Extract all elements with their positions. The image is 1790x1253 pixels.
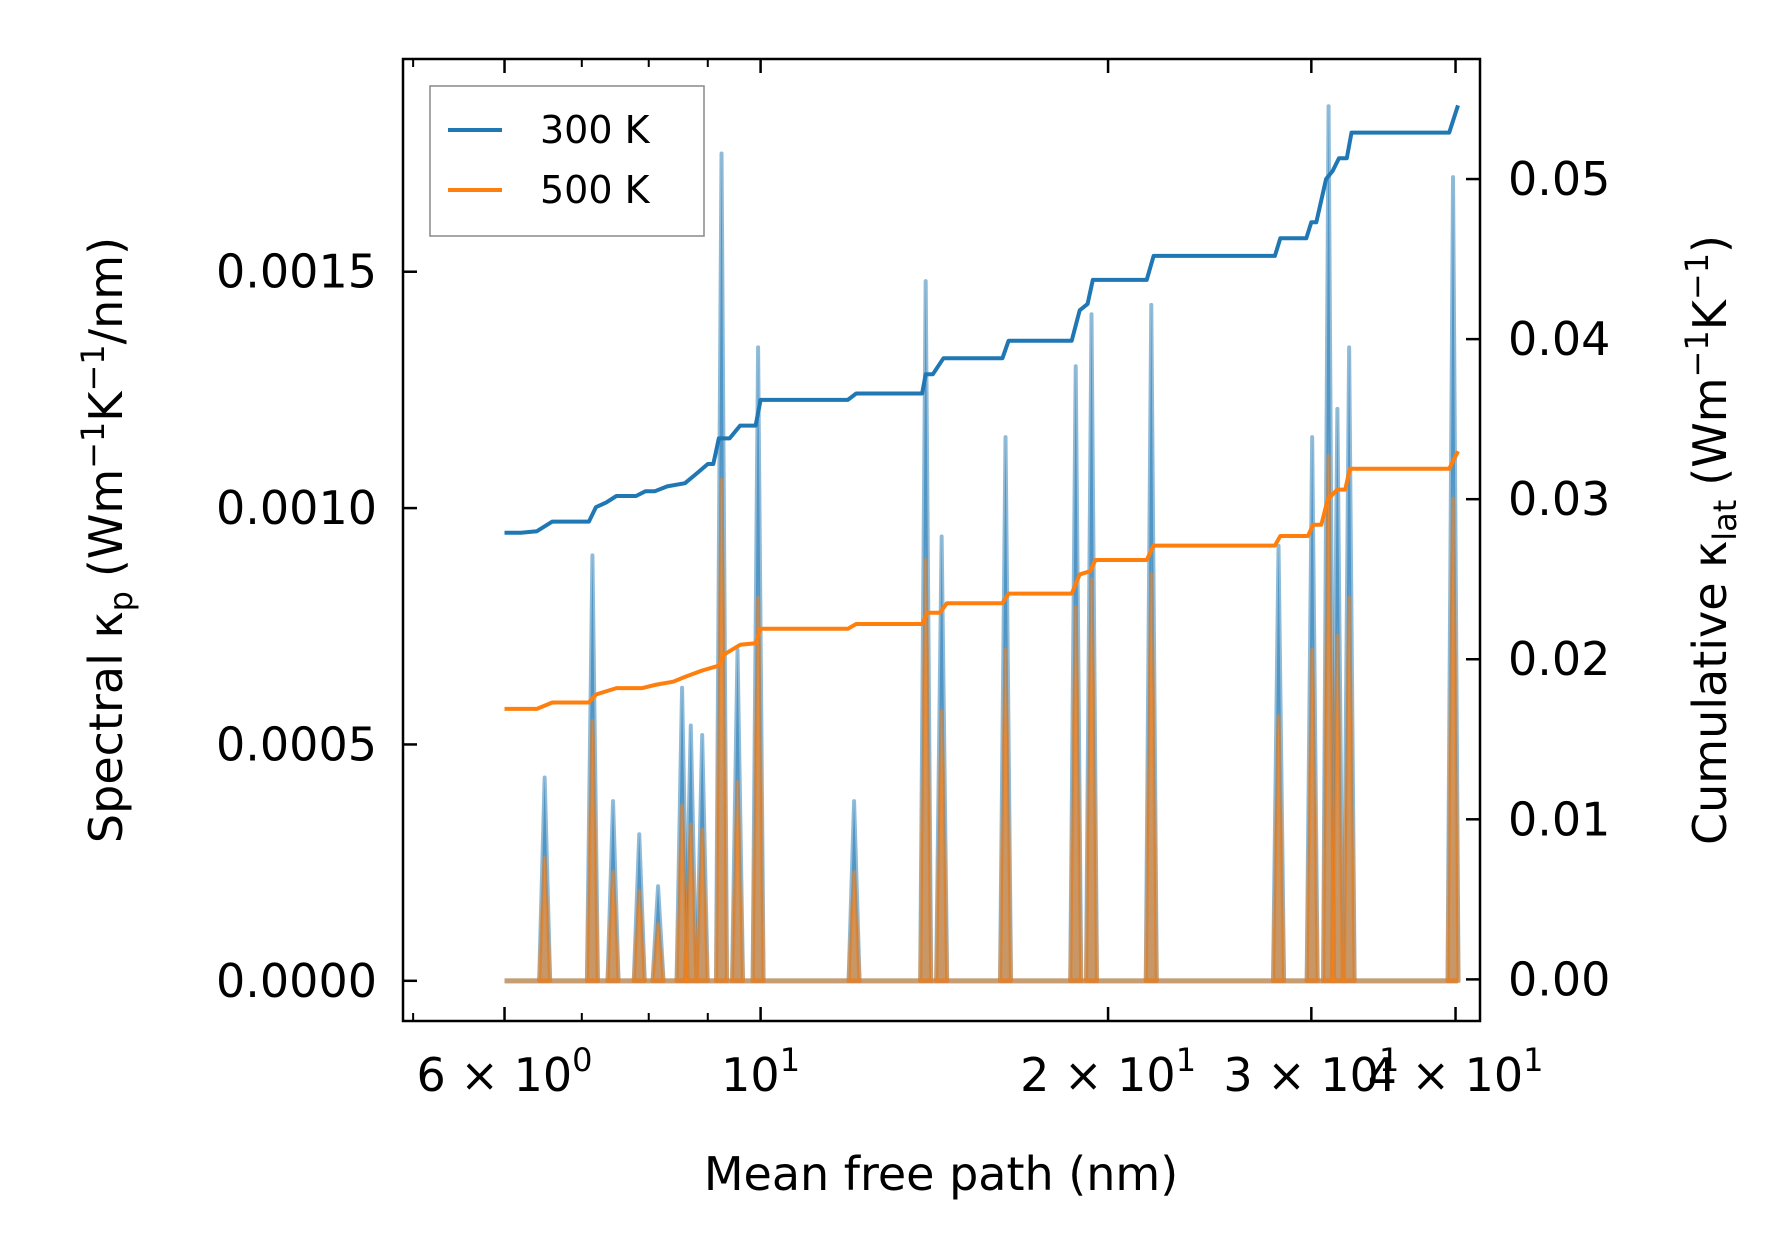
y-left-title-sub: p <box>102 591 140 611</box>
spectral-peak <box>714 477 730 983</box>
spectral-peak <box>750 595 766 983</box>
y-right-title-exp2: −1 <box>1678 253 1716 300</box>
y-left-title-exp1: −1 <box>74 422 112 469</box>
y-right-tick-label: 0.00 <box>1508 952 1610 1006</box>
y-left-tick-label: 0.0015 <box>216 245 377 299</box>
y-left-title-main: Spectral κ <box>79 611 133 843</box>
x-tick-label: 4 × 101 <box>1368 1041 1544 1102</box>
x-tick-label: 6 × 100 <box>417 1041 593 1102</box>
y-right-title-tail: ) <box>1683 235 1737 253</box>
y-right-tick-label: 0.02 <box>1508 632 1610 686</box>
x-tick-label: 2 × 101 <box>1020 1041 1196 1102</box>
spectral-series-500k <box>504 454 1461 984</box>
spectral-peak <box>730 780 746 983</box>
spectral-peak <box>918 558 934 983</box>
y-right-tick-label: 0.04 <box>1508 312 1610 366</box>
y-left-tick-label: 0.0005 <box>216 717 377 771</box>
spectral-peak <box>934 709 950 983</box>
y-right-tick-label: 0.01 <box>1508 792 1610 846</box>
spectral-peak <box>846 870 862 983</box>
y-right-tick-label: 0.03 <box>1508 472 1610 526</box>
spectral-peak <box>650 922 666 983</box>
spectral-peak <box>1143 572 1159 983</box>
y-left-title-tail: /nm) <box>79 237 133 344</box>
spectral-peak <box>537 855 553 983</box>
plot-area <box>504 104 1461 984</box>
spectral-peak <box>1271 714 1287 983</box>
spectral-peak <box>631 889 647 983</box>
x-axis-title: Mean free path (nm) <box>704 1147 1178 1201</box>
legend-box <box>429 85 705 237</box>
cumulative-line-500k <box>504 450 1460 711</box>
y-right-title-sub: lat <box>1706 500 1744 541</box>
spectral-peak <box>998 647 1014 983</box>
y-right-ticks: 0.00 0.01 0.02 0.03 0.04 0.05 <box>1466 152 1610 1006</box>
axes-frame <box>401 57 1482 1023</box>
legend-label-500k: 500 K <box>540 168 651 212</box>
spectral-peak <box>605 870 621 983</box>
legend-label-300k: 300 K <box>540 108 651 152</box>
x-tick-label: 3 × 101 <box>1223 1041 1399 1102</box>
y-left-title-exp2: −1 <box>74 344 112 391</box>
spectral-layer <box>504 104 1461 984</box>
spectral-peak <box>1068 605 1084 983</box>
y-right-title-mid: K <box>1683 298 1737 330</box>
y-left-title-mid: K <box>79 390 133 422</box>
y-left-tick-label: 0.0010 <box>216 481 377 535</box>
cumulative-layer <box>504 104 1460 711</box>
spectral-peak <box>683 822 699 983</box>
y-right-title-main: Cumulative κ <box>1683 541 1737 845</box>
y-right-title-unit: (Wm <box>1683 377 1737 485</box>
spectral-peak <box>1329 633 1345 983</box>
y-right-axis-title: Cumulative κlat(Wm−1K−1) <box>1678 235 1744 845</box>
spectral-peak <box>1084 577 1100 983</box>
spectral-peak <box>584 718 600 983</box>
spectral-peak <box>1304 647 1320 983</box>
y-right-tick-label: 0.05 <box>1508 152 1610 206</box>
y-left-axis-title: Spectral κp(Wm−1K−1/nm) <box>74 237 140 843</box>
spectral-peak <box>674 803 690 983</box>
y-left-tick-label: 0.0000 <box>216 954 377 1008</box>
y-left-title-unit: (Wm <box>79 469 133 577</box>
cumulative-line-300k <box>504 104 1460 535</box>
y-left-ticks: 0.0000 0.0005 0.0010 0.0015 <box>216 245 417 1008</box>
y-right-title-exp1: −1 <box>1678 330 1716 377</box>
spectral-peak <box>1341 595 1357 983</box>
x-tick-label: 101 <box>721 1041 800 1102</box>
spectral-peak <box>1321 454 1337 983</box>
spectral-peak <box>694 827 710 983</box>
spectral-peak <box>1445 496 1461 983</box>
legend: 300 K 500 K <box>429 85 705 237</box>
